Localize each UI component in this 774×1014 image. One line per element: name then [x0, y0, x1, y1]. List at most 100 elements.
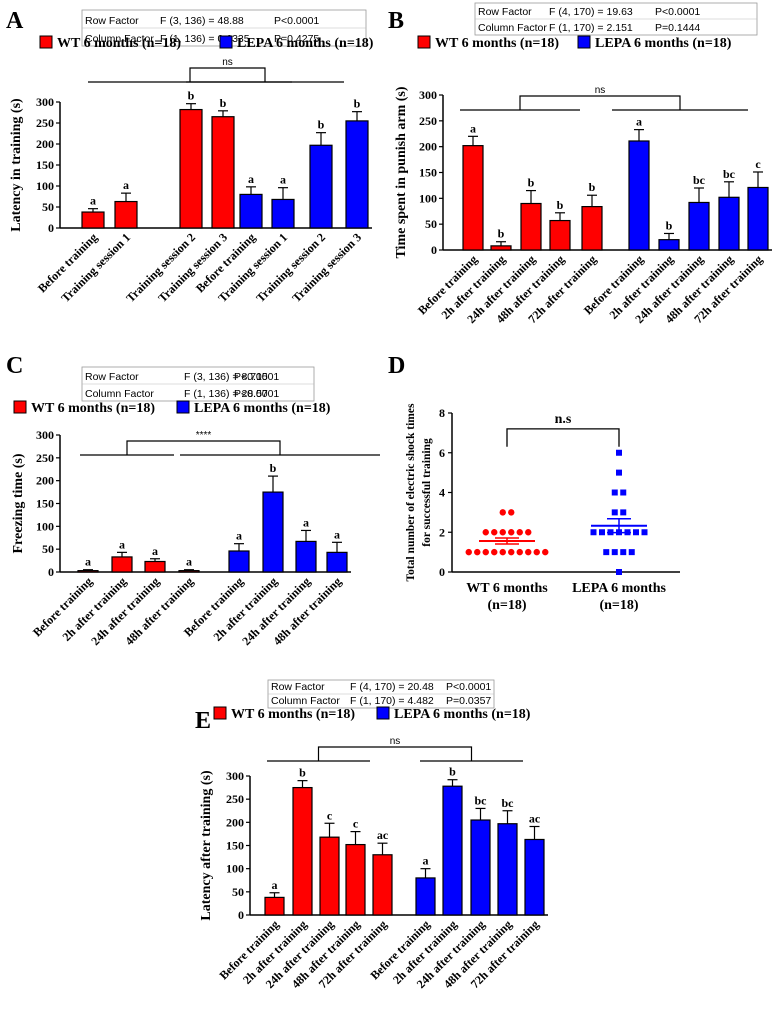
bar [345, 120, 369, 229]
stats-row-label: Row Factor [85, 371, 139, 383]
legend-swatch [376, 706, 390, 720]
bracket-top [519, 95, 681, 110]
panel-a: A Row Factor F (3, 136) = 48.88 P<0.0001 Col… [6, 8, 374, 305]
sig-letter: a [272, 878, 278, 892]
data-point [633, 529, 639, 536]
x-tick-label: LEPA 6 months [572, 581, 666, 596]
bar [462, 145, 484, 251]
y-tick-label: 150 [419, 166, 437, 180]
data-point [611, 509, 618, 516]
bar [309, 144, 333, 229]
legend-swatch [219, 35, 233, 49]
y-tick-label: 0 [48, 565, 54, 579]
data-point [491, 548, 498, 556]
bracket-top [317, 746, 473, 761]
bar [524, 838, 545, 916]
y-tick-label: 4 [439, 486, 445, 500]
bar [239, 193, 263, 229]
data-point [620, 549, 627, 556]
sig-letter: a [236, 529, 242, 543]
y-axis-title: Freezing time (s) [11, 453, 26, 553]
y-tick-label: 100 [419, 191, 437, 205]
panel-letter: B [388, 8, 404, 34]
bar [581, 206, 603, 251]
stats-row-label: Column Factor [85, 33, 154, 45]
y-tick-label: 250 [419, 114, 437, 128]
sig-letter: b [299, 766, 306, 780]
panel-d: D 0 2 4 6 8 Total number of electric shock tim… [388, 353, 680, 613]
bar [549, 219, 571, 251]
bar [326, 551, 348, 573]
y-tick-label: 2 [439, 525, 445, 539]
sig-letter: b [449, 765, 456, 779]
legend-swatch [13, 400, 27, 414]
stats-f-value: F (3, 136) = 48.88 [160, 15, 244, 27]
data-point [616, 449, 622, 456]
y-tick-label: 50 [42, 200, 54, 214]
data-point [508, 529, 515, 536]
legend-label: LEPA 6 months (n=18) [595, 36, 732, 51]
data-point [499, 529, 506, 536]
stats-f-value: F (4, 170) = 20.48 [350, 681, 434, 693]
stats-table: Row Factor F (3, 136) = 8.715P<0.0001Colu… [81, 366, 315, 402]
data-point [590, 529, 597, 536]
sig-letter: bc [693, 173, 706, 187]
bar [718, 196, 740, 251]
comparison-label: ns [222, 57, 233, 68]
bracket-top [189, 67, 266, 82]
stats-table: Row Factor F (4, 170) = 20.48 P<0.0001 Colu… [267, 679, 495, 709]
stats-p-value: P<0.0001 [234, 388, 279, 400]
stats-f-value: F (4, 170) = 19.63 [549, 6, 633, 18]
panel-letter: E [195, 708, 211, 734]
stats-p-value: P<0.0001 [234, 371, 279, 383]
data-point [465, 548, 472, 556]
stats-p-value: P<0.0001 [655, 6, 700, 18]
stats-row-label: Row Factor [271, 681, 325, 693]
data-point [620, 489, 627, 496]
sig-letter: c [327, 808, 333, 822]
stats-f-value: F (1, 170) = 2.151 [549, 22, 633, 34]
bar [415, 877, 436, 916]
x-tick-label: (n=18) [599, 598, 638, 613]
data-point [611, 549, 618, 556]
y-tick-label: 100 [226, 862, 244, 876]
stats-row-label: Column Factor [478, 22, 547, 34]
y-tick-label: 8 [439, 406, 445, 420]
panel-e: E Row Factor F (4, 170) = 20.48 P<0.0001 Col… [195, 679, 548, 991]
legend-label: LEPA 6 months (n=18) [194, 401, 331, 416]
data-point [628, 549, 635, 556]
comparison-bracket [506, 428, 620, 447]
y-axis-title: Total number of electric shock times [405, 403, 417, 581]
sig-letter: b [589, 180, 596, 194]
sig-letter: a [152, 544, 158, 558]
bar [179, 108, 203, 229]
stats-f-value: F (1, 170) = 4.482 [350, 695, 434, 707]
data-point [616, 569, 622, 575]
data-point [482, 548, 489, 556]
bar [520, 202, 542, 251]
legend-swatch [417, 35, 431, 49]
legend: WT 6 months (n=18) LEPA 6 months (n=18) [213, 706, 531, 722]
y-axis-title: for successful training [421, 438, 433, 547]
x-tick-label: WT 6 months [466, 581, 548, 596]
sig-letter: ac [377, 828, 389, 842]
y-tick-label: 0 [431, 243, 437, 257]
bar [262, 491, 284, 573]
panel-letter: A [6, 8, 24, 34]
y-tick-label: 250 [36, 451, 54, 465]
data-point [616, 469, 622, 476]
data-point [474, 548, 481, 556]
stats-table: Row Factor F (4, 170) = 19.63 P<0.0001 Colu… [474, 2, 758, 36]
stats-p-value: P<0.0001 [446, 681, 491, 693]
y-tick-label: 300 [419, 88, 437, 102]
sig-letter: a [636, 115, 642, 129]
panel-b: B Row Factor F (4, 170) = 19.63 P<0.0001 Col… [388, 2, 772, 326]
comparison-label: **** [196, 430, 212, 441]
bar [470, 819, 491, 916]
bar [442, 785, 463, 916]
panel-letter: D [388, 353, 405, 379]
data-point [508, 548, 515, 556]
stats-p-value: P<0.0001 [274, 15, 319, 27]
data-point [525, 529, 532, 536]
legend: WT 6 months (n=18) LEPA 6 months (n=18) [417, 35, 732, 51]
